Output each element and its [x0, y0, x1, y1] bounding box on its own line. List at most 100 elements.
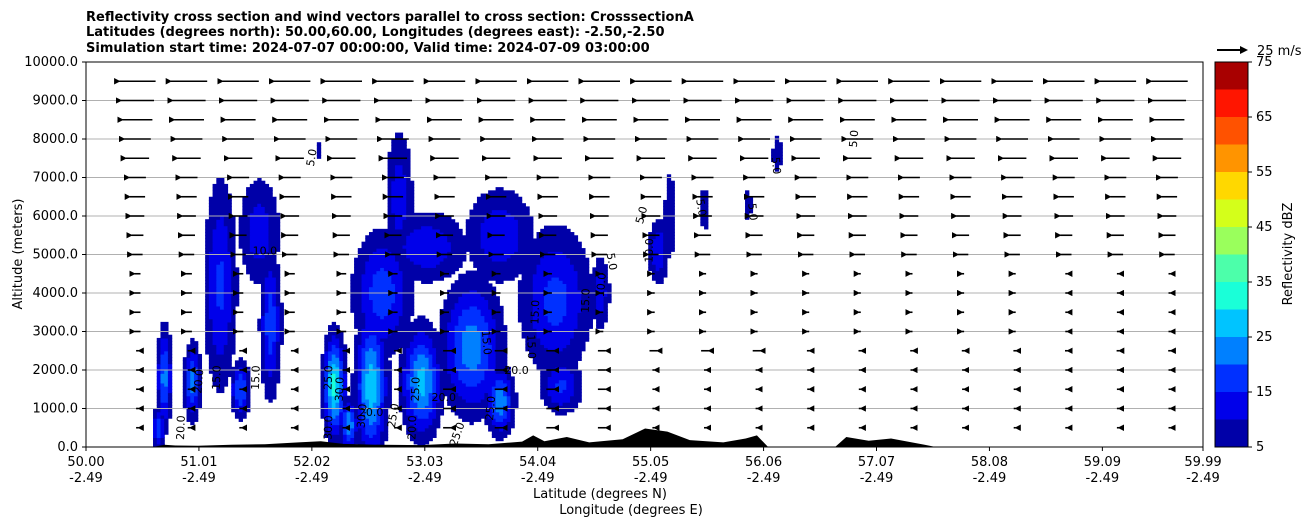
contour-fill-cell — [193, 408, 199, 413]
contour-fill-cell — [227, 241, 236, 246]
contour-fill-cell — [153, 411, 158, 416]
contour-fill-cell — [246, 373, 251, 378]
contour-fill-cell — [387, 180, 392, 185]
contour-fill-cell — [566, 254, 586, 259]
contour-fill-cell — [603, 299, 612, 304]
contour-fill-cell — [596, 302, 605, 307]
contour-label: 15.0 — [524, 334, 538, 359]
contour-fill-cell — [361, 402, 366, 406]
contour-fill-cell — [238, 219, 251, 224]
contour-fill-cell — [536, 363, 579, 368]
contour-fill-cell — [261, 293, 266, 297]
contour-fill-cell — [361, 293, 370, 297]
contour-fill-cell — [365, 389, 378, 394]
colorbar-segment — [1215, 364, 1248, 392]
contour-label: 20.0 — [174, 415, 188, 440]
contour-fill-cell — [577, 325, 593, 329]
contour-fill-cell — [465, 328, 478, 333]
contour-fill-cell — [238, 225, 251, 230]
contour-fill-cell — [577, 273, 597, 278]
contour-fill-cell — [220, 216, 225, 220]
contour-fill-cell — [495, 392, 504, 397]
contour-fill-cell — [514, 251, 549, 256]
contour-fill-cell — [402, 309, 415, 313]
contour-fill-cell — [197, 376, 203, 381]
contour-fill-cell — [275, 280, 281, 284]
contour-fill-cell — [432, 382, 437, 387]
contour-fill-cell — [409, 395, 415, 400]
contour-fill-cell — [357, 363, 363, 368]
x-tick-label-lat: 50.00 — [67, 455, 104, 470]
contour-fill-cell — [234, 382, 247, 387]
contour-fill-cell — [261, 337, 266, 342]
contour-fill-cell — [316, 151, 322, 156]
contour-fill-cell — [592, 267, 608, 272]
contour-fill-cell — [339, 430, 344, 435]
contour-fill-cell — [488, 350, 497, 355]
contour-fill-cell — [208, 305, 221, 310]
chart-title-line-2: Latitudes (degrees north): 50.00,60.00, … — [86, 25, 665, 40]
contour-fill-cell — [562, 347, 586, 352]
contour-fill-cell — [469, 289, 478, 294]
y-tick-label: 9000.0 — [33, 94, 79, 109]
contour-fill-cell — [666, 196, 675, 201]
contour-fill-cell — [532, 299, 545, 304]
contour-fill-cell — [663, 251, 672, 256]
contour-fill-cell — [253, 280, 266, 284]
contour-fill-cell — [469, 421, 474, 426]
contour-fill-cell — [376, 270, 389, 275]
contour-fill-cell — [160, 337, 169, 342]
contour-fill-cell — [365, 341, 378, 345]
contour-fill-cell — [465, 270, 538, 275]
contour-fill-cell — [666, 180, 675, 185]
contour-fill-cell — [186, 357, 199, 361]
contour-fill-cell — [447, 398, 467, 403]
contour-fill-cell — [462, 379, 482, 384]
contour-fill-cell — [510, 392, 519, 397]
contour-fill-cell — [167, 370, 173, 374]
contour-fill-cell — [328, 389, 333, 394]
contour-fill-cell — [160, 405, 169, 410]
contour-fill-cell — [361, 276, 374, 281]
contour-fill-cell — [316, 148, 322, 153]
x-tick-label-lon: -2.49 — [860, 471, 894, 486]
contour-fill-cell — [596, 276, 605, 281]
contour-fill-cell — [160, 440, 165, 445]
contour-fill-cell — [454, 328, 467, 333]
y-tick-label: 2000.0 — [33, 363, 79, 378]
contour-fill-cell — [212, 337, 229, 342]
contour-fill-cell — [517, 241, 582, 246]
contour-fill-cell — [465, 225, 482, 230]
contour-fill-cell — [439, 376, 452, 381]
contour-fill-cell — [339, 360, 344, 365]
contour-fill-cell — [413, 386, 418, 390]
contour-fill-cell — [365, 318, 400, 323]
contour-fill-cell — [536, 366, 556, 371]
contour-fill-cell — [365, 414, 378, 419]
contour-label: 5.0 — [745, 203, 759, 222]
contour-fill-cell — [268, 299, 273, 304]
contour-fill-cell — [517, 283, 534, 288]
contour-fill-cell — [447, 363, 456, 368]
colorbar-tick-label: 25 — [1256, 330, 1273, 345]
contour-fill-cell — [480, 357, 489, 361]
contour-fill-cell — [160, 321, 169, 326]
contour-fill-cell — [164, 427, 169, 432]
contour-fill-cell — [417, 373, 426, 378]
contour-fill-cell — [357, 370, 363, 374]
contour-fill-cell — [476, 363, 489, 368]
contour-fill-cell — [257, 325, 262, 329]
contour-fill-cell — [488, 414, 493, 419]
contour-fill-cell — [350, 418, 355, 422]
contour-fill-cell — [153, 430, 158, 435]
contour-fill-cell — [406, 190, 415, 195]
x-tick-label-lat: 54.04 — [519, 455, 556, 470]
contour-fill-cell — [417, 315, 426, 320]
contour-fill-cell — [339, 395, 344, 400]
contour-fill-cell — [409, 382, 418, 387]
contour-fill-cell — [547, 280, 564, 284]
contour-fill-cell — [361, 379, 366, 384]
contour-fill-cell — [156, 414, 162, 419]
contour-fill-cell — [391, 280, 404, 284]
contour-fill-cell — [268, 212, 281, 217]
